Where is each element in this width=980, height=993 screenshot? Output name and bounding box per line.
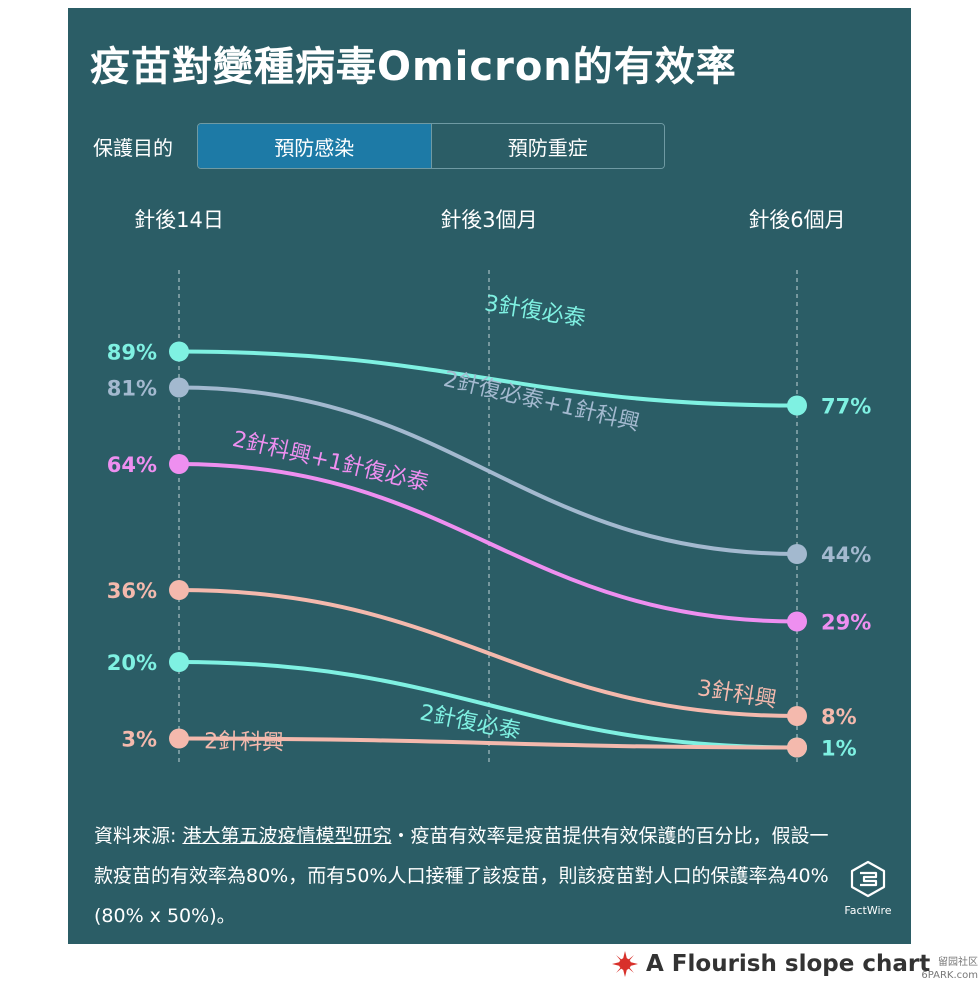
page-title: 疫苗對變種病毒Omicron的有效率 bbox=[90, 44, 737, 90]
column-header: 針後14日 bbox=[134, 208, 224, 232]
end-value-label: 44% bbox=[821, 543, 871, 567]
series-line[interactable] bbox=[178, 385, 798, 556]
flourish-credit[interactable]: A Flourish slope chart bbox=[612, 948, 930, 980]
start-point[interactable] bbox=[169, 728, 189, 749]
series-name-label: 2針科興 bbox=[204, 729, 284, 755]
series-line[interactable] bbox=[178, 736, 798, 750]
start-value-label: 3% bbox=[121, 728, 157, 752]
slope-chart: 針後14日 針後3個月 針後6個月 89% 77% 3針復必泰 81% 44% 2針復必泰+1… bbox=[107, 208, 871, 764]
start-point[interactable] bbox=[169, 580, 189, 600]
end-point[interactable] bbox=[787, 706, 807, 726]
series-line[interactable] bbox=[178, 349, 798, 408]
factwire-logo-icon bbox=[850, 860, 886, 898]
chart-panel: 針後14日 針後3個月 針後6個月 89% 77% 3針復必泰 81% 44% 2針復必泰+1… bbox=[68, 8, 911, 944]
start-value-label: 89% bbox=[107, 341, 157, 365]
end-point[interactable] bbox=[787, 611, 807, 632]
start-point[interactable] bbox=[169, 377, 189, 398]
start-point[interactable] bbox=[169, 341, 189, 362]
watermark: 留园社区 6PARK.com bbox=[921, 957, 978, 981]
flourish-logo-icon bbox=[612, 951, 638, 977]
source-prefix: 資料來源: bbox=[94, 825, 183, 847]
series-name-label: 3針復必泰 bbox=[483, 291, 588, 332]
series-line[interactable] bbox=[178, 660, 798, 750]
start-value-label: 81% bbox=[107, 377, 157, 401]
end-point[interactable] bbox=[787, 544, 807, 564]
credit-text: A Flourish slope chart bbox=[646, 951, 931, 977]
filter-label: 保護目的 bbox=[93, 136, 173, 160]
start-point[interactable] bbox=[169, 652, 189, 672]
source-note: 資料來源: 港大第五波疫情模型研究・疫苗有效率是疫苗提供有效保護的百分比，假設一… bbox=[94, 816, 834, 936]
end-value-label: 1% bbox=[821, 737, 857, 761]
protection-toggle: 預防感染 預防重症 bbox=[197, 123, 665, 169]
series-name-label: 2針科興+1針復必泰 bbox=[230, 427, 431, 496]
tab-prevent-infection[interactable]: 預防感染 bbox=[198, 124, 431, 168]
start-point[interactable] bbox=[169, 454, 189, 474]
series-name-label: 2針復必泰 bbox=[418, 701, 523, 745]
series-name-label: 2針復必泰+1針科興 bbox=[441, 367, 642, 436]
logo-text: FactWire bbox=[844, 904, 892, 917]
start-value-label: 20% bbox=[107, 651, 157, 675]
end-value-label: 29% bbox=[821, 611, 871, 635]
tab-prevent-severe[interactable]: 預防重症 bbox=[430, 124, 664, 168]
series-line[interactable] bbox=[178, 462, 798, 624]
series-line[interactable] bbox=[178, 588, 798, 718]
start-value-label: 64% bbox=[107, 453, 157, 477]
end-value-label: 77% bbox=[821, 395, 871, 419]
source-link[interactable]: 港大第五波疫情模型研究 bbox=[182, 825, 392, 847]
series-name-label: 3針科興 bbox=[696, 676, 779, 713]
end-point[interactable] bbox=[787, 395, 807, 416]
factwire-logo[interactable]: FactWire bbox=[838, 860, 898, 917]
end-value-label: 8% bbox=[821, 705, 857, 729]
column-header: 針後3個月 bbox=[440, 208, 537, 232]
start-value-label: 36% bbox=[107, 579, 157, 603]
column-header: 針後6個月 bbox=[748, 208, 845, 232]
source-explanation: ・疫苗有效率是疫苗提供有效保護的百分比，假設一款疫苗的有效率為80%，而有50%… bbox=[94, 825, 829, 927]
end-point[interactable] bbox=[787, 737, 807, 758]
